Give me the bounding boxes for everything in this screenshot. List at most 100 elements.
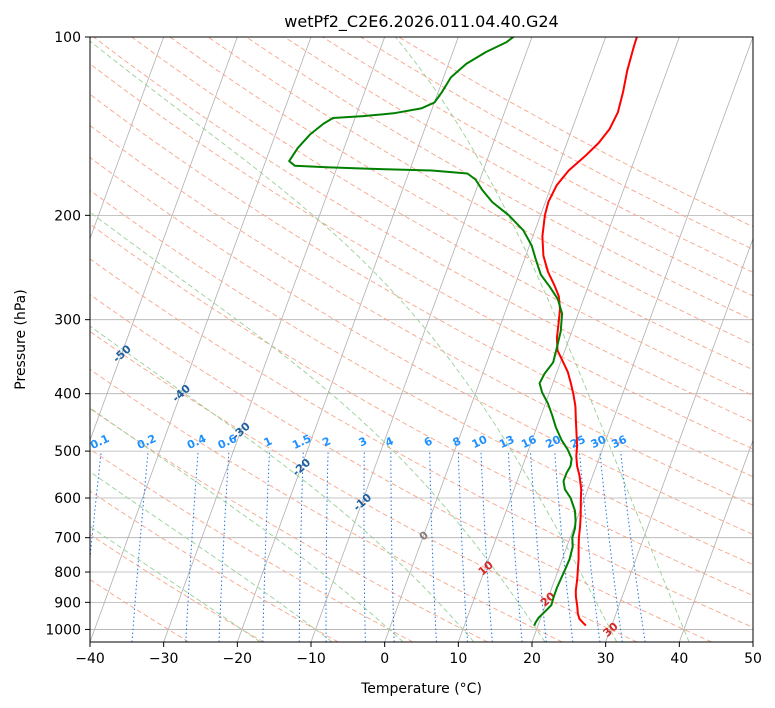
mixing-ratio-line — [131, 451, 149, 642]
isotherm-line — [678, 439, 753, 642]
isotherm-line — [90, 37, 238, 442]
moist-adiabat-line — [395, 37, 690, 642]
dry-adiabat-line — [284, 37, 753, 297]
dry-adiabat-line — [90, 294, 712, 642]
mixing-ratio-line — [218, 451, 230, 642]
dry-adiabat-line — [90, 125, 753, 506]
isotherm-line — [90, 37, 312, 642]
dry-adiabat-line — [398, 37, 753, 228]
x-tick-label: 20 — [523, 651, 541, 667]
dry-adiabat-label: 30 — [601, 620, 621, 640]
mixing-ratio-label: 20 — [544, 433, 564, 451]
mixing-ratio-line — [390, 451, 395, 642]
mixing-ratio-line — [620, 451, 646, 642]
mixing-ratio-line — [599, 451, 623, 642]
isotherm-line — [90, 37, 165, 240]
isotherm-line — [752, 640, 753, 642]
y-tick-label: 300 — [54, 313, 81, 329]
mixing-ratio-label: 8 — [451, 434, 463, 449]
dry-adiabat-label: -10 — [351, 491, 375, 514]
mixing-ratio-label: 25 — [568, 433, 587, 451]
dry-adiabat-line — [90, 490, 339, 642]
dry-adiabat-line — [93, 37, 753, 423]
x-tick-label: −10 — [296, 651, 326, 667]
mixing-ratio-label: 0.2 — [135, 432, 158, 452]
temperature-profile-line — [541, 37, 638, 627]
chart-title: wetPf2_C2E6.2026.011.04.40.G24 — [284, 12, 558, 32]
dry-adiabat-line — [90, 63, 753, 450]
mixing-ratio-label: 1 — [262, 434, 274, 449]
mixing-ratio-line — [578, 451, 601, 642]
x-axis: −40 −30 −20 −10 0 10 20 30 40 50 — [75, 642, 762, 667]
line-labels-layer: 0.10.20.40.611.52346810131620253036-100-… — [0, 258, 629, 640]
dry-adiabat-line — [90, 223, 753, 597]
x-tick-label: −20 — [223, 651, 253, 667]
dry-adiabat-label: -20 — [290, 456, 314, 479]
moist-adiabat-line — [90, 525, 261, 642]
mixing-ratio-line — [480, 451, 493, 642]
mixing-ratio-label: 4 — [383, 434, 396, 449]
mixing-ratio-line — [429, 451, 437, 642]
mixing-ratio-line — [185, 451, 199, 642]
dry-adiabat-label: 0 — [417, 528, 432, 543]
isotherm-line — [384, 37, 607, 642]
y-tick-label: 800 — [54, 565, 81, 581]
x-tick-label: −30 — [149, 651, 179, 667]
profiles-layer — [288, 37, 638, 627]
mixing-ratio-line — [262, 451, 270, 642]
plot-frame — [89, 36, 754, 643]
mixing-ratio-line — [507, 451, 523, 642]
y-tick-label: 600 — [54, 491, 81, 507]
mixing-ratio-line — [457, 451, 468, 642]
mixing-ratio-line — [554, 451, 574, 642]
y-tick-label: 100 — [54, 30, 81, 46]
isotherm-line — [236, 37, 459, 642]
moist-adiabat-line — [90, 325, 475, 642]
x-tick-label: 40 — [670, 651, 688, 667]
mixing-ratio-label: 16 — [519, 433, 539, 451]
y-axis: 100 200 300 400 500 600 700 800 900 1000 — [45, 30, 90, 638]
dry-adiabat-line — [90, 93, 753, 478]
mixing-ratio-label: 6 — [422, 434, 435, 449]
dry-adiabat-label: 10 — [476, 558, 496, 578]
x-tick-label: 30 — [597, 651, 615, 667]
mixing-ratio-line — [325, 451, 329, 642]
isotherm-line — [531, 37, 753, 642]
dewpoint-profile-line — [288, 37, 577, 626]
mixing-ratio-label: 10 — [470, 433, 490, 451]
isotherm-line — [163, 37, 386, 642]
y-axis-label: Pressure (hPa) — [13, 289, 29, 389]
y-tick-label: 1000 — [45, 622, 81, 638]
dry-adiabat-line — [90, 368, 563, 642]
dry-adiabat-label: -50 — [110, 342, 134, 365]
dry-adiabat-line — [90, 408, 488, 642]
x-tick-label: 10 — [449, 651, 467, 667]
mixing-ratio-label: 2 — [320, 434, 332, 449]
mixing-ratio-label: 36 — [609, 433, 629, 451]
dry-adiabat-line — [90, 533, 264, 642]
x-tick-label: −40 — [75, 651, 105, 667]
x-tick-label: 0 — [380, 651, 389, 667]
mixing-ratio-line — [363, 451, 366, 642]
dry-adiabat-line — [90, 448, 414, 642]
mixing-ratio-line — [90, 451, 102, 563]
moist-adiabat-line — [90, 211, 546, 642]
dry-adiabat-line — [90, 330, 638, 642]
mixing-ratio-label: 13 — [497, 433, 516, 451]
y-tick-label: 400 — [54, 387, 81, 403]
mixing-ratio-label: 3 — [357, 434, 369, 449]
moist-adiabat-line — [90, 40, 618, 642]
isotherm-line — [457, 37, 680, 642]
mixing-ratio-line — [529, 451, 547, 642]
dry-adiabat-label: -70 — [0, 258, 18, 281]
dry-adiabat-line — [322, 37, 753, 273]
y-tick-label: 500 — [54, 444, 81, 460]
y-tick-label: 900 — [54, 595, 81, 611]
y-tick-label: 200 — [54, 208, 81, 224]
mixing-ratio-label: 30 — [589, 433, 609, 451]
isotherm-line — [605, 237, 753, 642]
dry-adiabat-line — [90, 258, 753, 628]
x-tick-label: 50 — [744, 651, 762, 667]
moist-adiabat-line — [90, 471, 333, 642]
